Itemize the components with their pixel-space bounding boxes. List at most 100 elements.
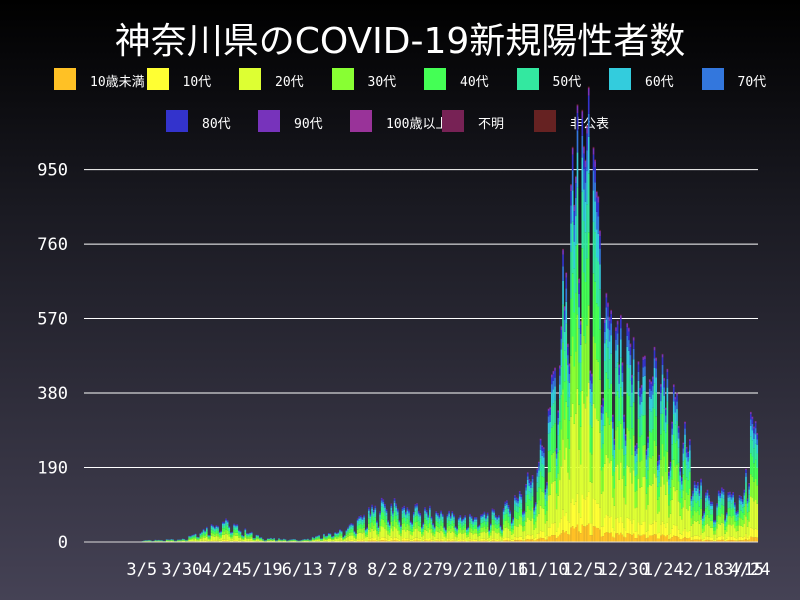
bar-segment (531, 539, 534, 542)
bar-segment (571, 336, 574, 404)
bar-segment (485, 528, 487, 534)
bar-segment (181, 540, 184, 542)
bar-segment (664, 536, 667, 542)
bar-segment (440, 538, 442, 541)
bar-segment (488, 533, 491, 536)
bar-segment (475, 528, 478, 534)
bar-segment (260, 540, 263, 542)
bar-segment (409, 530, 412, 535)
bar-segment (279, 541, 282, 542)
bar-segment (504, 505, 507, 510)
bar-segment (555, 458, 558, 466)
bar-segment (605, 372, 608, 413)
bar-segment (348, 527, 351, 531)
bar-segment (348, 525, 351, 527)
bar-segment (557, 424, 560, 436)
bar-segment (372, 515, 375, 521)
bar-segment (459, 532, 462, 540)
bar-segment (255, 535, 258, 537)
bar-segment (429, 507, 431, 510)
bar-segment (498, 532, 500, 540)
bar-segment (205, 531, 208, 535)
bar-segment (376, 521, 378, 523)
bar-segment (417, 512, 420, 515)
bar-segment (599, 289, 601, 330)
bar-segment (197, 537, 200, 539)
bar-segment (457, 529, 460, 534)
bar-segment (403, 538, 406, 541)
bar-segment (581, 248, 584, 318)
bar-segment (618, 364, 621, 368)
bar-segment (594, 343, 596, 409)
bar-segment (392, 540, 394, 542)
bar-segment (348, 530, 351, 533)
bar-segment (615, 518, 617, 534)
bar-segment (640, 434, 643, 461)
bar-segment (544, 536, 547, 540)
y-tick-label: 380 (37, 384, 68, 404)
bar-segment (642, 415, 645, 446)
bar-segment (506, 527, 508, 538)
bar-segment (542, 448, 545, 453)
bar-segment (589, 402, 592, 425)
bar-segment (616, 344, 619, 363)
bar-segment (170, 540, 173, 542)
bar-segment (528, 491, 531, 500)
bar-segment (419, 538, 422, 541)
bar-segment (340, 535, 343, 538)
bar-segment (592, 148, 595, 155)
bar-segment (395, 521, 397, 529)
bar-segment (517, 512, 519, 520)
bar-segment (661, 357, 664, 365)
bar-segment (693, 520, 696, 536)
bar-segment (453, 540, 455, 542)
bar-segment (356, 539, 359, 542)
bar-segment (632, 359, 635, 376)
bar-segment (552, 523, 555, 536)
bar-segment (360, 532, 362, 540)
bar-segment (565, 512, 568, 532)
bar-segment (209, 537, 211, 539)
bar-segment (218, 532, 221, 534)
bar-segment (369, 516, 372, 519)
bar-segment (663, 523, 665, 536)
bar-segment (223, 522, 226, 524)
bar-segment (565, 401, 568, 448)
bar-segment (629, 534, 632, 542)
bar-segment (518, 536, 521, 540)
bar-segment (664, 415, 667, 423)
bar-segment (432, 523, 434, 525)
bar-segment (233, 524, 235, 526)
bar-segment (212, 540, 215, 542)
bar-segment (255, 537, 258, 539)
bar-segment (448, 540, 450, 542)
bar-segment (666, 451, 669, 482)
bar-segment (679, 491, 682, 504)
bar-segment (441, 515, 444, 517)
bar-segment (335, 538, 338, 541)
bar-segment (372, 525, 375, 531)
bar-segment (376, 524, 378, 528)
bar-segment (682, 490, 685, 508)
bar-segment (430, 540, 433, 542)
bar-segment (591, 391, 593, 406)
bar-segment (522, 517, 524, 522)
bar-segment (525, 487, 527, 491)
bar-segment (652, 535, 654, 542)
bar-segment (424, 509, 426, 512)
bar-segment (417, 531, 420, 539)
bar-segment (315, 538, 317, 540)
bar-segment (416, 528, 418, 538)
bar-segment (271, 539, 274, 541)
bar-segment (429, 506, 431, 508)
bar-segment (636, 453, 638, 462)
bar-segment (225, 525, 227, 530)
bar-segment (335, 533, 338, 535)
bar-segment (398, 526, 401, 531)
bar-segment (250, 535, 253, 537)
bar-segment (648, 396, 651, 410)
bar-segment (398, 522, 401, 525)
bar-segment (379, 517, 381, 522)
bar-segment (671, 434, 673, 445)
bar-segment (650, 398, 653, 412)
